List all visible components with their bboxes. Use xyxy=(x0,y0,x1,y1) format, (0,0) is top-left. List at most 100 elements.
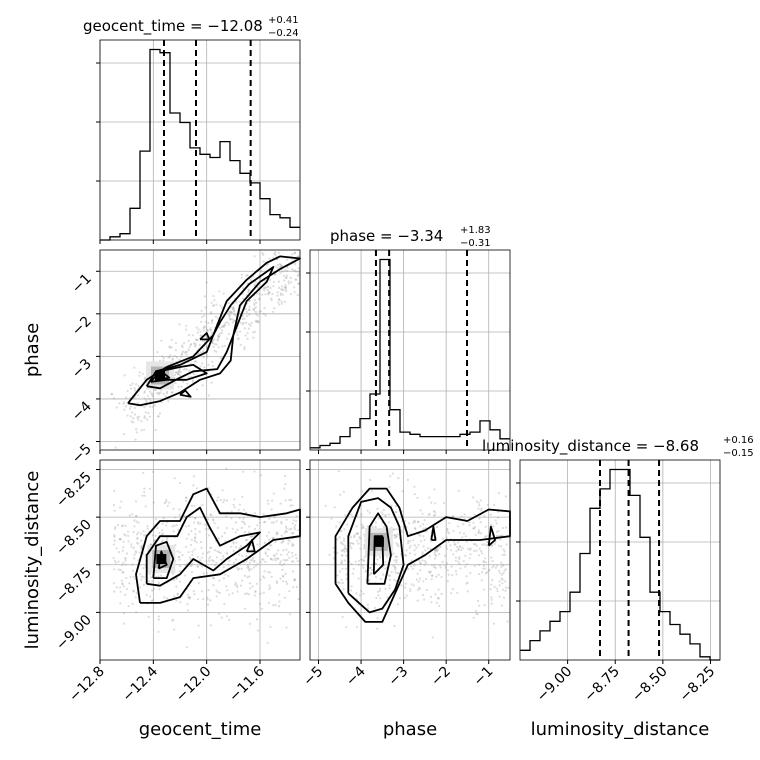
scatter-point xyxy=(357,577,360,580)
scatter-point xyxy=(253,559,256,562)
scatter-point xyxy=(285,274,288,277)
scatter-point xyxy=(134,515,138,518)
scatter-point xyxy=(486,503,489,507)
scatter-point xyxy=(374,575,378,579)
scatter-point xyxy=(172,530,175,533)
scatter-point xyxy=(248,323,251,326)
scatter-point xyxy=(296,293,299,297)
scatter-point xyxy=(240,526,243,530)
scatter-point xyxy=(204,306,207,309)
scatter-point xyxy=(216,591,219,594)
scatter-point xyxy=(134,438,137,441)
scatter-point xyxy=(134,596,137,599)
scatter-point xyxy=(139,573,142,576)
scatter-point xyxy=(152,470,155,473)
scatter-point xyxy=(438,564,441,567)
scatter-point xyxy=(157,391,160,394)
scatter-point xyxy=(454,559,457,562)
scatter-point xyxy=(263,521,266,524)
scatter-point xyxy=(504,568,507,571)
scatter-point xyxy=(413,485,416,488)
scatter-point xyxy=(171,619,174,622)
scatter-point xyxy=(152,587,155,591)
scatter-point xyxy=(137,415,141,418)
scatter-point xyxy=(382,508,385,512)
scatter-point xyxy=(178,368,181,371)
scatter-point xyxy=(184,563,187,567)
scatter-point xyxy=(430,574,434,577)
scatter-point xyxy=(267,502,270,505)
scatter-point xyxy=(209,599,212,602)
scatter-point xyxy=(207,534,211,537)
scatter-point xyxy=(289,504,292,507)
title-geocent-time-minus: −0.24 xyxy=(268,28,299,39)
scatter-point xyxy=(495,522,498,525)
scatter-point xyxy=(215,561,218,564)
scatter-point xyxy=(264,552,267,555)
scatter-point xyxy=(362,526,365,529)
scatter-point xyxy=(192,590,195,593)
contour-line xyxy=(127,255,301,407)
scatter-point xyxy=(462,532,466,535)
scatter-point xyxy=(126,530,130,533)
scatter-point xyxy=(445,545,448,548)
scatter-point xyxy=(227,333,230,336)
scatter-point xyxy=(133,407,136,410)
scatter-point xyxy=(132,417,135,420)
scatter-point xyxy=(292,560,295,563)
scatter-point xyxy=(246,538,249,542)
scatter-point xyxy=(427,513,430,517)
scatter-point xyxy=(195,541,198,544)
scatter-point xyxy=(384,560,387,563)
scatter-point xyxy=(187,339,190,343)
scatter-point xyxy=(368,567,372,570)
scatter-point xyxy=(269,625,272,628)
scatter-point xyxy=(439,545,442,549)
scatter-point xyxy=(256,321,259,324)
scatter-point xyxy=(268,291,271,294)
scatter-point xyxy=(140,532,143,535)
scatter-point xyxy=(237,568,240,571)
scatter-point xyxy=(361,558,364,562)
scatter-point xyxy=(352,542,355,545)
scatter-point xyxy=(338,536,341,539)
scatter-point xyxy=(151,580,154,583)
scatter-point xyxy=(183,574,186,577)
scatter-point xyxy=(344,547,347,551)
scatter-point xyxy=(375,596,378,600)
scatter-point xyxy=(138,551,141,554)
scatter-point xyxy=(238,516,241,520)
scatter-point xyxy=(294,269,297,272)
scatter-point xyxy=(209,546,212,549)
contour-line xyxy=(150,363,208,383)
scatter-point xyxy=(432,510,436,513)
scatter-point xyxy=(121,524,124,527)
scatter-point xyxy=(253,299,257,302)
scatter-point xyxy=(450,565,453,568)
scatter-point xyxy=(458,545,461,548)
contour-line xyxy=(372,535,385,575)
scatter-point xyxy=(179,374,182,377)
scatter-point xyxy=(188,597,191,600)
scatter-point xyxy=(218,290,221,293)
scatter-point xyxy=(259,578,262,581)
scatter-point xyxy=(274,603,277,607)
scatter-point xyxy=(490,544,493,547)
scatter-point xyxy=(238,503,241,506)
scatter-point xyxy=(115,586,118,589)
scatter-point xyxy=(454,570,458,573)
scatter-point xyxy=(256,319,259,322)
scatter-point xyxy=(280,541,283,544)
scatter-point xyxy=(262,513,265,516)
scatter-point xyxy=(131,563,134,566)
scatter-point xyxy=(178,358,181,361)
scatter-point xyxy=(165,498,168,501)
scatter-point xyxy=(232,309,236,312)
scatter-point xyxy=(134,550,137,553)
scatter-point xyxy=(125,577,128,580)
scatter-point xyxy=(438,553,441,556)
scatter-point xyxy=(234,313,237,316)
scatter-point xyxy=(179,601,182,604)
scatter-point xyxy=(170,391,174,394)
scatter-point xyxy=(396,603,399,606)
